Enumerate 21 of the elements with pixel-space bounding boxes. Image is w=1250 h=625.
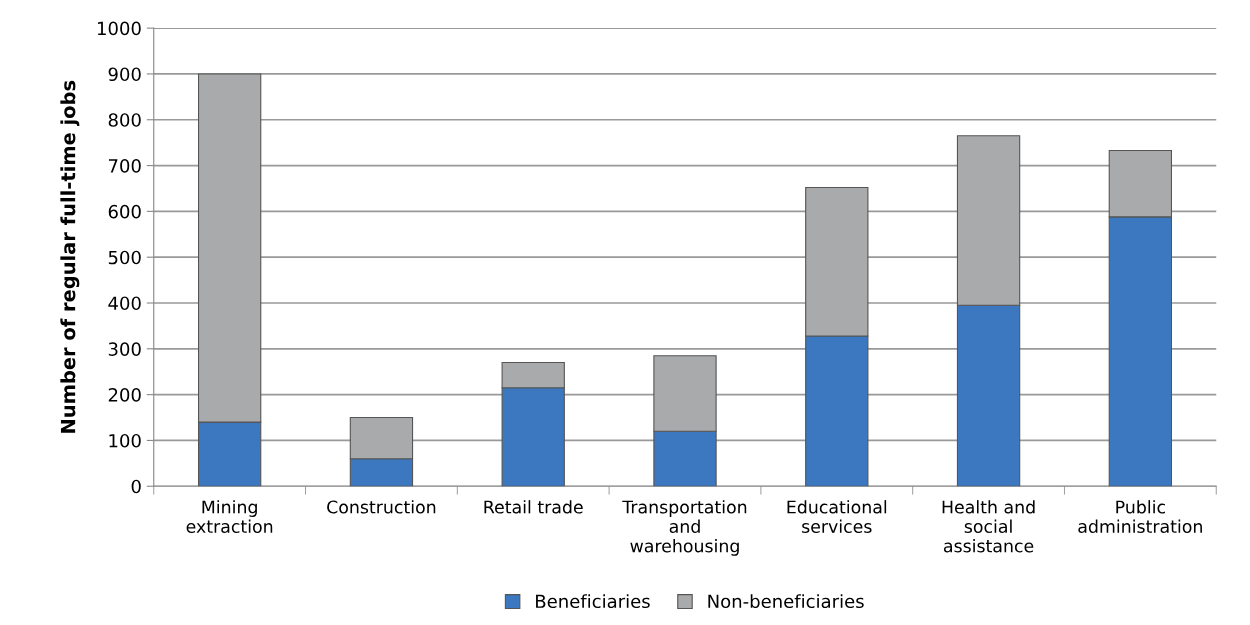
x-tick-label: Retail trade bbox=[484, 500, 583, 514]
y-tick-label: 200 bbox=[108, 388, 141, 402]
x-tick-label: Educational services bbox=[787, 500, 887, 534]
x-tick-label: Public administration bbox=[1078, 500, 1202, 534]
y-tick-label: 100 bbox=[109, 433, 141, 448]
y-tick-label: 300 bbox=[108, 342, 141, 356]
y-tick-label: 900 bbox=[108, 67, 141, 82]
legend-label: Non-beneficiaries bbox=[708, 594, 864, 609]
x-tick-label: Construction bbox=[327, 500, 436, 514]
y-tick-label: 400 bbox=[108, 296, 141, 311]
y-axis-title: Number of regular full-time jobs bbox=[60, 80, 80, 433]
y-tick-label: 0 bbox=[131, 479, 141, 494]
legend-label: Beneficiaries bbox=[536, 594, 650, 609]
y-tick-label: 600 bbox=[108, 204, 141, 219]
y-tick-label: 700 bbox=[108, 159, 141, 173]
y-tick-label: 500 bbox=[108, 250, 141, 265]
x-tick-label: Health and social assistance bbox=[942, 500, 1035, 553]
y-tick-label: 800 bbox=[108, 113, 141, 127]
y-tick-label: 1000 bbox=[97, 21, 141, 36]
x-tick-label: Mining extraction bbox=[186, 500, 273, 534]
x-tick-label: Transportation and warehousing bbox=[622, 500, 747, 556]
